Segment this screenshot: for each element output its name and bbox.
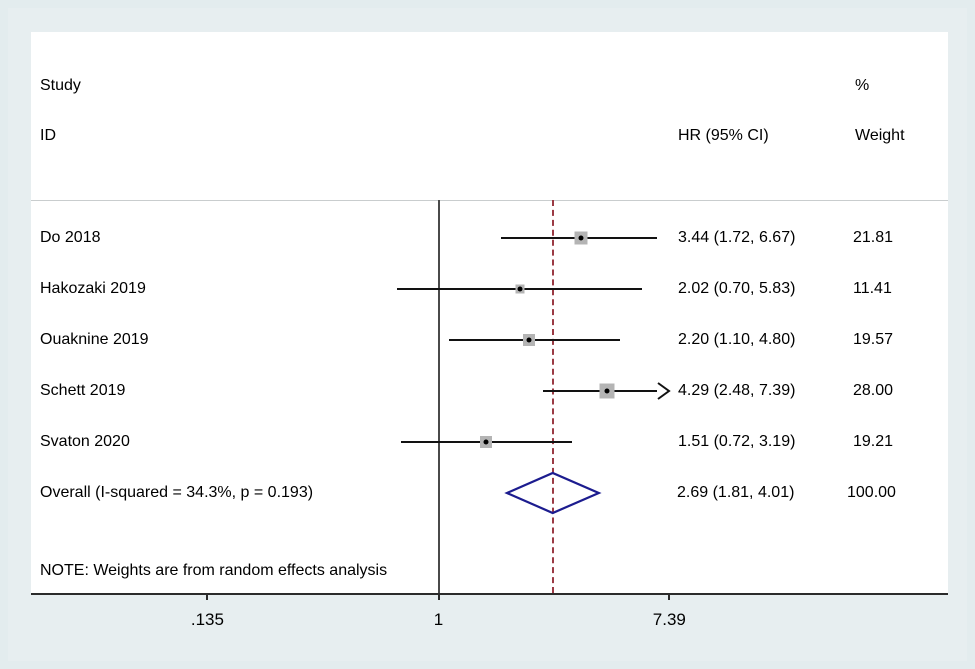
x-tick-label: 1 <box>433 610 444 629</box>
study-point-estimate-dot <box>526 337 532 343</box>
hr-ci-value: 4.29 (2.48, 7.39) <box>678 382 796 399</box>
overall-label: Overall (I-squared = 34.3%, p = 0.193) <box>40 484 314 501</box>
hr-ci-value: 1.51 (0.72, 3.19) <box>678 433 796 450</box>
study-point-estimate-dot <box>483 439 489 445</box>
null-effect-line <box>437 200 440 593</box>
hr-ci-value: 3.44 (1.72, 6.67) <box>678 229 796 246</box>
overall-diamond <box>504 471 602 515</box>
hr-ci-value: 2.02 (0.70, 5.83) <box>678 280 796 297</box>
plot-area <box>31 32 948 593</box>
x-tick <box>437 593 440 600</box>
weight-value: 21.81 <box>853 229 894 246</box>
weight-value: 28.00 <box>853 382 894 399</box>
study-point-estimate-dot <box>578 235 584 241</box>
header-percent: % <box>855 77 870 94</box>
x-tick-label: 7.39 <box>652 610 686 629</box>
x-tick <box>206 593 209 600</box>
header-study: Study <box>40 77 81 94</box>
header-separator-line <box>31 200 948 201</box>
study-label: Hakozaki 2019 <box>40 280 146 297</box>
x-tick <box>668 593 671 600</box>
header-weight: Weight <box>855 127 905 144</box>
header-id: ID <box>40 127 56 144</box>
study-label: Schett 2019 <box>40 382 126 399</box>
hr-ci-value: 2.20 (1.10, 4.80) <box>678 331 796 348</box>
study-label: Do 2018 <box>40 229 101 246</box>
study-point-estimate-dot <box>604 388 610 394</box>
note-text: NOTE: Weights are from random effects an… <box>40 562 388 579</box>
weight-value: 11.41 <box>853 280 892 297</box>
study-label: Ouaknine 2019 <box>40 331 149 348</box>
weight-value: 19.21 <box>853 433 894 450</box>
study-label: Svaton 2020 <box>40 433 130 450</box>
study-point-estimate-dot <box>517 286 523 292</box>
weight-value: 19.57 <box>853 331 894 348</box>
overall-estimate-dashed-line <box>551 200 554 593</box>
overall-weight-value: 100.00 <box>847 484 896 501</box>
x-axis-line <box>31 593 948 595</box>
overall-hr-ci-value: 2.69 (1.81, 4.01) <box>677 484 795 501</box>
x-tick-label: .135 <box>190 610 224 629</box>
ci-arrow-right <box>657 382 672 400</box>
header-hr-ci: HR (95% CI) <box>678 127 769 144</box>
